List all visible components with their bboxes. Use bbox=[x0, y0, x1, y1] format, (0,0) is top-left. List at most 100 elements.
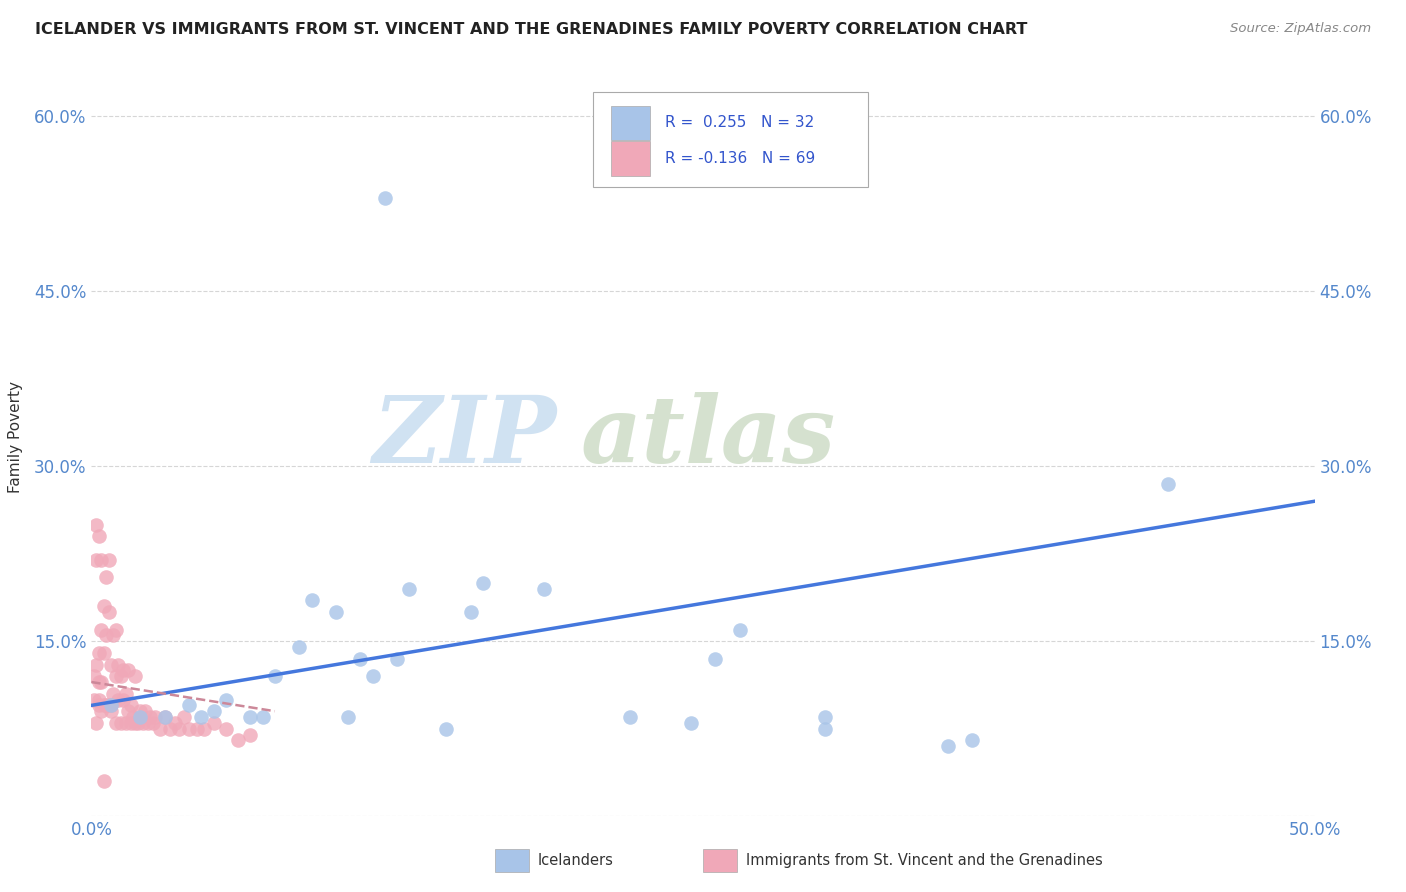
Text: atlas: atlas bbox=[581, 392, 837, 482]
Point bbox=[100, 657, 122, 672]
Point bbox=[936, 739, 959, 754]
Point bbox=[179, 698, 201, 713]
Point bbox=[90, 675, 112, 690]
Point bbox=[84, 552, 107, 566]
Point bbox=[100, 698, 122, 713]
Point bbox=[186, 722, 208, 736]
Point bbox=[97, 698, 120, 713]
Point bbox=[153, 710, 176, 724]
Point bbox=[124, 715, 146, 730]
Point bbox=[460, 605, 482, 619]
Point bbox=[202, 715, 225, 730]
Point bbox=[103, 687, 125, 701]
Point bbox=[90, 552, 112, 566]
Point bbox=[533, 582, 555, 596]
Text: R =  0.255   N = 32: R = 0.255 N = 32 bbox=[665, 115, 814, 130]
Point bbox=[107, 657, 129, 672]
Point bbox=[87, 698, 110, 713]
Point bbox=[107, 692, 129, 706]
Point bbox=[226, 733, 249, 747]
FancyBboxPatch shape bbox=[612, 141, 651, 176]
Point bbox=[87, 675, 110, 690]
Point bbox=[179, 722, 201, 736]
Point bbox=[87, 646, 110, 660]
Point bbox=[84, 657, 107, 672]
Point bbox=[93, 646, 115, 660]
Point bbox=[97, 552, 120, 566]
Point bbox=[94, 628, 117, 642]
FancyBboxPatch shape bbox=[612, 106, 651, 140]
Point bbox=[129, 710, 152, 724]
Point bbox=[159, 722, 181, 736]
FancyBboxPatch shape bbox=[703, 849, 737, 871]
Point bbox=[163, 715, 186, 730]
Point bbox=[337, 710, 360, 724]
Y-axis label: Family Poverty: Family Poverty bbox=[8, 381, 22, 493]
Point bbox=[117, 664, 139, 678]
Point bbox=[143, 710, 166, 724]
Point bbox=[104, 623, 127, 637]
FancyBboxPatch shape bbox=[593, 92, 868, 186]
Point bbox=[301, 593, 323, 607]
Point bbox=[127, 715, 149, 730]
Point bbox=[264, 669, 287, 683]
Point bbox=[190, 710, 212, 724]
Point bbox=[93, 774, 115, 789]
Point bbox=[120, 698, 142, 713]
Point bbox=[93, 599, 115, 614]
Point bbox=[173, 710, 195, 724]
Text: Icelanders: Icelanders bbox=[538, 853, 614, 868]
Point bbox=[112, 664, 135, 678]
Text: ZIP: ZIP bbox=[373, 392, 557, 482]
Point bbox=[100, 698, 122, 713]
Point bbox=[814, 722, 837, 736]
Point bbox=[90, 704, 112, 718]
Point bbox=[149, 722, 172, 736]
Point bbox=[960, 733, 983, 747]
Point bbox=[239, 727, 262, 741]
Point bbox=[215, 722, 238, 736]
Point bbox=[215, 692, 238, 706]
Text: Source: ZipAtlas.com: Source: ZipAtlas.com bbox=[1230, 22, 1371, 36]
Point bbox=[87, 692, 110, 706]
Point bbox=[169, 722, 191, 736]
Text: R = -0.136   N = 69: R = -0.136 N = 69 bbox=[665, 151, 815, 166]
Point bbox=[104, 669, 127, 683]
Point bbox=[252, 710, 274, 724]
Point bbox=[239, 710, 262, 724]
Point bbox=[83, 692, 105, 706]
Point bbox=[325, 605, 347, 619]
Text: ICELANDER VS IMMIGRANTS FROM ST. VINCENT AND THE GRENADINES FAMILY POVERTY CORRE: ICELANDER VS IMMIGRANTS FROM ST. VINCENT… bbox=[35, 22, 1028, 37]
Point bbox=[1157, 476, 1180, 491]
Point bbox=[349, 651, 371, 665]
Point bbox=[141, 715, 163, 730]
Point bbox=[110, 715, 132, 730]
Point bbox=[619, 710, 641, 724]
Point bbox=[704, 651, 727, 665]
Point bbox=[728, 623, 751, 637]
Point bbox=[124, 669, 146, 683]
Point bbox=[94, 698, 117, 713]
Point bbox=[288, 640, 311, 654]
Text: Immigrants from St. Vincent and the Grenadines: Immigrants from St. Vincent and the Gren… bbox=[745, 853, 1102, 868]
Point bbox=[87, 529, 110, 543]
Point bbox=[679, 715, 702, 730]
Point bbox=[814, 710, 837, 724]
Point bbox=[202, 704, 225, 718]
Point bbox=[84, 715, 107, 730]
Point bbox=[398, 582, 420, 596]
FancyBboxPatch shape bbox=[495, 849, 529, 871]
Point bbox=[471, 575, 494, 590]
Point bbox=[100, 704, 122, 718]
Point bbox=[193, 722, 215, 736]
Point bbox=[112, 692, 135, 706]
Point bbox=[93, 698, 115, 713]
Point bbox=[84, 517, 107, 532]
Point bbox=[374, 191, 396, 205]
Point bbox=[134, 704, 156, 718]
Point bbox=[114, 715, 136, 730]
Point bbox=[117, 704, 139, 718]
Point bbox=[122, 710, 145, 724]
Point bbox=[129, 704, 152, 718]
Point bbox=[361, 669, 384, 683]
